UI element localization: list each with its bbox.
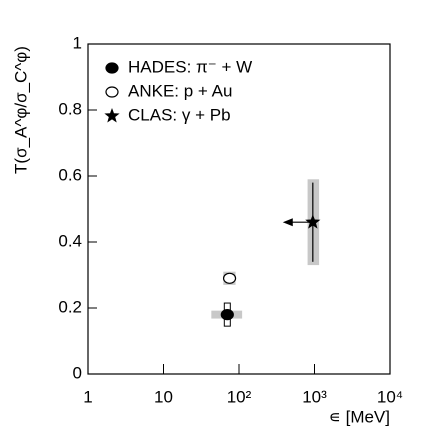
legend-label: CLAS: γ + Pb xyxy=(128,105,231,124)
x-tick-label: 10 xyxy=(154,387,173,406)
legend-marker xyxy=(104,108,120,123)
legend-marker xyxy=(105,86,119,98)
y-axis-label: T(σ_A^φ/σ_C^φ) xyxy=(11,46,30,174)
limit-arrowhead xyxy=(282,218,293,227)
marker xyxy=(222,272,237,284)
y-tick-label: 0.4 xyxy=(58,231,82,250)
legend-label: ANKE: p + Au xyxy=(128,81,232,100)
y-tick-label: 0.8 xyxy=(58,99,82,118)
x-tick-label: 10³ xyxy=(302,387,327,406)
x-tick-label: 10² xyxy=(227,387,252,406)
y-tick-label: 0.2 xyxy=(58,297,82,316)
x-tick-label: 10⁴ xyxy=(377,387,403,406)
marker xyxy=(220,309,234,321)
legend-label: HADES: π⁻ + W xyxy=(128,57,252,76)
y-tick-label: 1 xyxy=(73,33,82,52)
y-tick-label: 0 xyxy=(73,363,82,382)
x-tick-label: 1 xyxy=(83,387,92,406)
legend-marker xyxy=(105,62,119,74)
marker xyxy=(305,214,321,229)
x-axis-label: ∊ [MeV] xyxy=(329,407,390,426)
y-tick-label: 0.6 xyxy=(58,165,82,184)
